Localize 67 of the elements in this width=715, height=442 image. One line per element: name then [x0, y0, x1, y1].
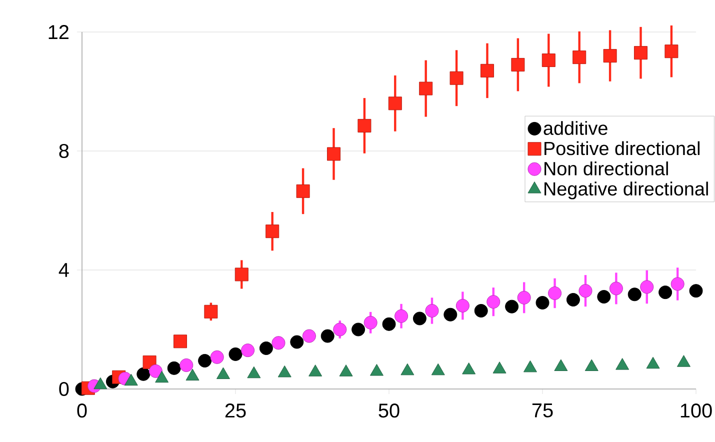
point	[352, 322, 366, 336]
point	[326, 147, 340, 161]
point	[412, 312, 426, 326]
point	[210, 350, 224, 364]
point	[394, 309, 408, 323]
point	[296, 184, 310, 198]
point	[228, 347, 242, 361]
point	[241, 344, 255, 358]
point	[272, 336, 286, 350]
y-tick-label: 12	[48, 25, 68, 39]
point	[658, 286, 672, 300]
point	[628, 288, 642, 302]
point	[136, 367, 150, 381]
point	[640, 280, 654, 294]
point	[333, 322, 347, 336]
point	[450, 71, 464, 85]
point	[302, 329, 316, 343]
point	[689, 284, 703, 298]
point	[419, 82, 433, 96]
legend-label: Negative directional	[544, 182, 708, 200]
point	[234, 268, 248, 282]
point	[425, 304, 439, 318]
x-tick-label: 50	[378, 404, 400, 418]
point	[173, 334, 187, 348]
point	[542, 54, 556, 68]
point	[266, 224, 280, 238]
point	[603, 49, 617, 63]
legend-label: Positive directional	[544, 141, 700, 156]
point	[474, 304, 488, 318]
point	[456, 298, 470, 312]
point	[480, 64, 494, 78]
point	[511, 58, 525, 72]
x-tick-label: 25	[225, 404, 246, 418]
point	[634, 46, 648, 60]
point	[597, 290, 611, 304]
y-tick-label: 0	[59, 382, 69, 396]
point	[388, 96, 402, 110]
point	[572, 50, 586, 64]
point	[320, 329, 334, 343]
point	[259, 341, 273, 355]
point	[198, 354, 212, 368]
point	[517, 290, 531, 304]
legend-label: Non directional	[544, 161, 668, 176]
point	[548, 286, 562, 300]
point	[382, 317, 396, 331]
point	[505, 300, 519, 314]
point	[609, 282, 623, 296]
point	[444, 308, 458, 322]
point	[670, 277, 684, 291]
point	[578, 284, 592, 298]
y-tick-label: 8	[59, 144, 69, 158]
point	[486, 295, 500, 309]
x-tick-label: 0	[77, 404, 87, 418]
point	[180, 358, 194, 372]
point	[364, 316, 378, 330]
point	[204, 304, 218, 318]
legend-label: additive	[544, 121, 608, 135]
x-tick-label: 75	[532, 404, 553, 418]
point	[358, 118, 372, 132]
point	[167, 361, 181, 375]
point	[664, 44, 678, 58]
point	[290, 335, 304, 349]
point	[536, 296, 550, 310]
x-tick-label: 100	[680, 404, 712, 418]
point	[566, 293, 580, 306]
point	[148, 364, 162, 378]
y-tick-label: 4	[58, 263, 69, 277]
